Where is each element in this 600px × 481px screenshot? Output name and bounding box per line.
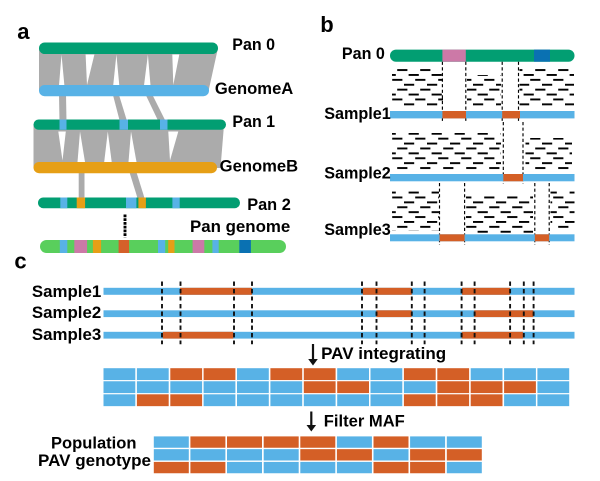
svg-text:a: a	[17, 19, 30, 44]
svg-text:PAV genotype: PAV genotype	[38, 452, 151, 470]
svg-text:b: b	[320, 12, 333, 37]
svg-text:PAV integrating: PAV integrating	[321, 345, 446, 363]
svg-text:Sample2: Sample2	[324, 165, 391, 183]
svg-text:Sample3: Sample3	[324, 221, 391, 239]
svg-text:GenomeA: GenomeA	[215, 80, 293, 98]
svg-text:GenomeB: GenomeB	[220, 157, 298, 175]
svg-text:Population: Population	[51, 434, 137, 452]
svg-text:Filter MAF: Filter MAF	[324, 413, 405, 431]
svg-text:c: c	[14, 248, 26, 273]
svg-text:Pan genome: Pan genome	[190, 218, 290, 236]
svg-text:Pan 0: Pan 0	[342, 45, 385, 63]
svg-text:Pan 0: Pan 0	[232, 36, 275, 54]
svg-text:Sample1: Sample1	[324, 105, 391, 123]
svg-text:Sample2: Sample2	[32, 304, 101, 322]
svg-text:Pan 2: Pan 2	[247, 196, 291, 214]
svg-text:Sample1: Sample1	[32, 283, 101, 301]
svg-text:Sample3: Sample3	[32, 326, 101, 344]
svg-text:Pan 1: Pan 1	[232, 113, 275, 131]
